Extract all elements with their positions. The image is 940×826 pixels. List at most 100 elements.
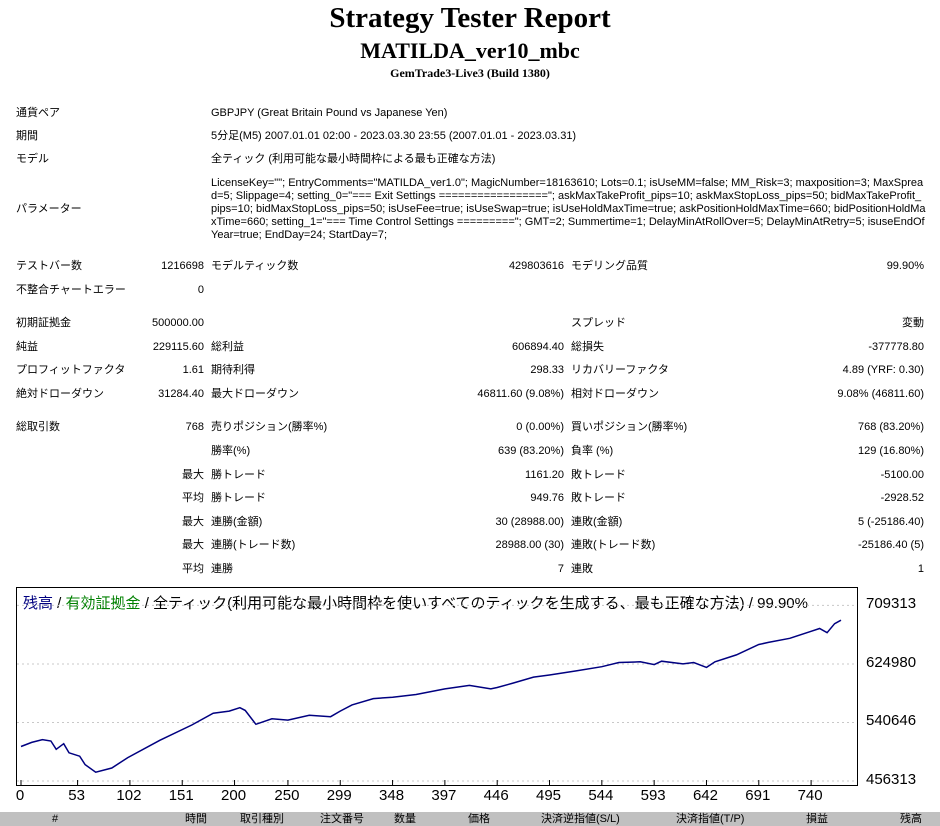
avg-cons-loss-value: 1: [917, 563, 924, 575]
cons-loss-cnt-label: 連敗(トレード数): [571, 539, 656, 551]
gross-profit-value: 606894.40: [512, 341, 564, 353]
chart-plot: [17, 604, 857, 785]
cons-win-cnt-value: 28988.00 (30): [495, 539, 565, 551]
balance-series-line: [20, 619, 842, 774]
x-tick-label: 397: [431, 787, 457, 804]
x-tick-label: 250: [274, 787, 300, 804]
max-loss-value: -5100.00: [880, 469, 924, 481]
avg-cons-loss-label: 連敗: [571, 563, 593, 575]
max-win-label: 勝トレード: [211, 469, 266, 481]
pf-value: 1.61: [182, 364, 204, 376]
trades-label: 総取引数: [16, 421, 60, 433]
period-label: 期間: [16, 130, 38, 142]
net-label: 純益: [16, 341, 38, 353]
abs-dd-label: 絶対ドローダウン: [16, 388, 104, 400]
max-word: 最大: [182, 516, 204, 528]
report-title: Strategy Tester Report: [329, 2, 611, 34]
cons-loss-amt-label: 連敗(金額): [571, 516, 623, 528]
win-value: 639 (83.20%): [497, 445, 564, 457]
avg-loss-label: 敗トレード: [571, 492, 626, 504]
short-value: 0 (0.00%): [516, 421, 564, 433]
table-header-cell: #: [52, 813, 59, 825]
deposit-value: 500000.00: [152, 317, 204, 329]
table-header-cell: 時間: [185, 813, 207, 825]
x-tick-label: 151: [168, 787, 194, 804]
net-value: 229115.60: [152, 341, 204, 353]
y-tick-label: 709313: [866, 595, 917, 613]
max-win-value: 1161.20: [525, 469, 564, 481]
table-header-cell: 残高: [900, 813, 922, 825]
max-word: 最大: [182, 539, 204, 551]
x-tick-label: 740: [797, 787, 823, 804]
max-dd-value: 46811.60 (9.08%): [477, 388, 564, 400]
gross-profit-label: 総利益: [211, 341, 244, 353]
model-label: モデル: [16, 153, 49, 165]
spread-value: 変動: [902, 317, 924, 329]
trades-table-header: # 時間 取引種別 注文番号 数量 価格 決済逆指値(S/L) 決済指値(T/P) 損益 残高: [0, 812, 940, 826]
legend-equity: 有効証拠金: [65, 595, 141, 612]
bars-value: 1216698: [161, 260, 204, 272]
period-value: 5分足(M5) 2007.01.01 02:00 - 2023.03.30 23…: [211, 130, 577, 142]
balance-chart: 残高 / 有効証拠金 / 全ティック(利用可能な最小時間枠を使いすべてのティック…: [16, 587, 858, 786]
symbol-label: 通貨ペア: [16, 107, 60, 119]
bars-label: テストバー数: [16, 260, 82, 272]
max-loss-label: 敗トレード: [571, 469, 626, 481]
table-header-cell: 決済逆指値(S/L): [541, 813, 620, 825]
x-tick-label: 691: [745, 787, 771, 804]
rf-label: リカバリーファクタ: [571, 364, 669, 376]
win-label: 勝率(%): [211, 445, 251, 457]
table-header-cell: 決済指値(T/P): [676, 813, 745, 825]
avg-loss-value: -2928.52: [880, 492, 924, 504]
chart-title-rest: / 全ティック(利用可能な最小時間枠を使いすべてのティックを生成する、最も正確な…: [140, 595, 808, 612]
params-label: パラメーター: [16, 203, 82, 215]
loss-value: 129 (16.80%): [857, 445, 924, 457]
table-header-cell: 損益: [806, 813, 828, 825]
ticks-label: モデルティック数: [211, 260, 299, 272]
ticks-value: 429803616: [508, 260, 564, 272]
avg-word: 平均: [182, 492, 204, 504]
deposit-label: 初期証拠金: [16, 317, 71, 329]
long-label: 買いポジション(勝率%): [571, 421, 688, 433]
spread-label: スプレッド: [571, 317, 626, 329]
mismatch-label: 不整合チャートエラー: [16, 284, 126, 296]
long-value: 768 (83.20%): [857, 421, 924, 433]
rf-value: 4.89 (YRF: 0.30): [842, 364, 924, 376]
x-tick-label: 348: [379, 787, 405, 804]
ea-name: MATILDA_ver10_mbc: [360, 38, 580, 63]
max-dd-label: 最大ドローダウン: [211, 388, 299, 400]
gross-loss-label: 総損失: [571, 341, 604, 353]
params-value: LicenseKey=""; EntryComments="MATILDA_ve…: [211, 177, 926, 241]
x-tick-label: 446: [483, 787, 509, 804]
table-header-cell: 注文番号: [320, 813, 364, 825]
x-tick-label: 593: [640, 787, 666, 804]
y-tick-label: 540646: [866, 712, 917, 730]
quality-value: 99.90%: [886, 260, 924, 272]
symbol-value: GBPJPY (Great Britain Pound vs Japanese …: [211, 107, 448, 119]
x-tick-label: 53: [68, 787, 85, 804]
y-tick-label: 624980: [866, 653, 917, 671]
gross-loss-value: -377778.80: [868, 341, 924, 353]
cons-loss-cnt-value: -25186.40 (5): [857, 539, 924, 551]
max-word: 最大: [182, 469, 204, 481]
cons-win-cnt-label: 連勝(トレード数): [211, 539, 296, 551]
legend-separator: /: [53, 595, 66, 612]
quality-label: モデリング品質: [571, 260, 648, 272]
trades-value: 768: [185, 421, 204, 433]
x-tick-label: 642: [692, 787, 718, 804]
x-tick-label: 299: [326, 787, 352, 804]
cons-win-amt-value: 30 (28988.00): [495, 516, 565, 528]
x-tick-label: 495: [536, 787, 562, 804]
rel-dd-value: 9.08% (46811.60): [837, 388, 924, 400]
x-tick-label: 200: [221, 787, 247, 804]
legend-balance: 残高: [23, 595, 54, 612]
chart-title: 残高 / 有効証拠金 / 全ティック(利用可能な最小時間枠を使いすべてのティック…: [23, 592, 808, 613]
x-tick-label: 544: [588, 787, 614, 804]
table-header-cell: 数量: [394, 813, 416, 825]
x-tick-label: 102: [116, 787, 142, 804]
payoff-label: 期待利得: [211, 364, 255, 376]
abs-dd-value: 31284.40: [158, 388, 204, 400]
avg-win-value: 949.76: [530, 492, 564, 504]
x-tick-label: 0: [15, 787, 25, 804]
cons-win-amt-label: 連勝(金額): [211, 516, 263, 528]
payoff-value: 298.33: [530, 364, 564, 376]
